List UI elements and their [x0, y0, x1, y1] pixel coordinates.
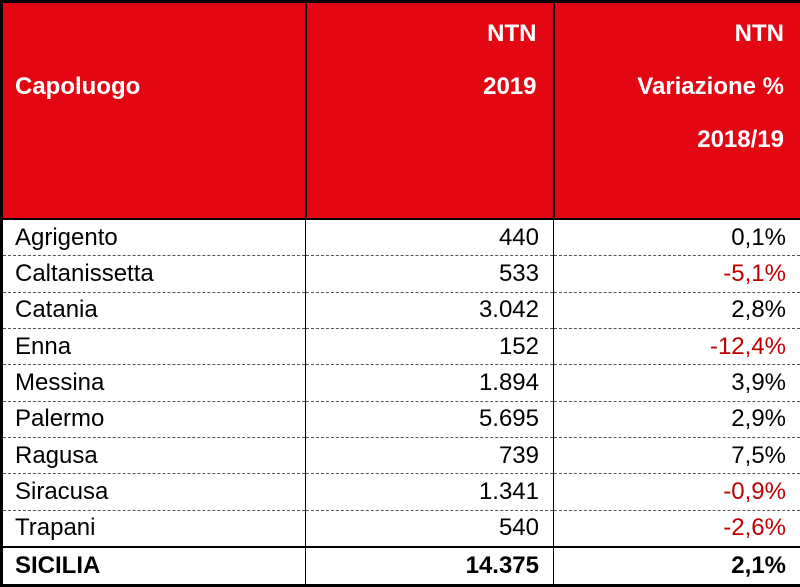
data-row: Ragusa 739 7,5%: [1, 437, 800, 475]
cell: Trapani: [1, 510, 306, 548]
cell: 533: [305, 255, 554, 293]
header-text: 2018/19: [697, 126, 784, 153]
cell: -2,6%: [553, 510, 800, 548]
data-row: Enna 152 -12,4%: [1, 328, 800, 366]
data-row: Catania 3.042 2,8%: [1, 292, 800, 330]
cell: 5.695: [305, 401, 554, 439]
cell: 3,9%: [553, 364, 800, 402]
cell: Caltanissetta: [1, 255, 306, 293]
cell: Catania: [1, 292, 306, 330]
cell: 0,1%: [553, 219, 800, 257]
cell: -5,1%: [553, 255, 800, 293]
cell: Siracusa: [1, 473, 306, 511]
cell: Enna: [1, 328, 306, 366]
header-text: Capoluogo: [15, 73, 141, 100]
cell: 540: [305, 510, 554, 548]
header-cell: Capoluogo: [0, 1, 307, 220]
header-text: NTN: [734, 20, 784, 47]
data-row: Messina 1.894 3,9%: [1, 364, 800, 402]
cell: Ragusa: [1, 437, 306, 475]
cell: 14.375: [305, 546, 554, 586]
header-row: Capoluogo NTN 2019 NTN Variazione % 2018/19: [0, 1, 800, 220]
header-text: 2019: [483, 73, 537, 100]
cell: Palermo: [1, 401, 306, 439]
header-cell: NTN 2019: [304, 1, 555, 220]
data-row: Agrigento 440 0,1%: [1, 219, 800, 257]
cell: -12,4%: [553, 328, 800, 366]
data-row: Palermo 5.695 2,9%: [1, 401, 800, 439]
cell: 3.042: [305, 292, 554, 330]
cell: Messina: [1, 364, 306, 402]
total-row: SICILIA 14.375 2,1%: [1, 546, 800, 586]
cell: 739: [305, 437, 554, 475]
header-cell: NTN Variazione % 2018/19: [552, 1, 800, 220]
data-row: Trapani 540 -2,6%: [1, 510, 800, 548]
cell: 7,5%: [553, 437, 800, 475]
cell: 440: [305, 219, 554, 257]
cell: SICILIA: [1, 546, 306, 586]
data-row: Caltanissetta 533 -5,1%: [1, 255, 800, 293]
cell: Agrigento: [1, 219, 306, 257]
cell: 1.341: [305, 473, 554, 511]
cell: 1.894: [305, 364, 554, 402]
cell: -0,9%: [553, 473, 800, 511]
header-text: Variazione %: [637, 73, 784, 100]
cell: 2,8%: [553, 292, 800, 330]
table-body: Agrigento 440 0,1% Caltanissetta 533 -5,1% Cat…: [1, 219, 800, 586]
data-row: Siracusa 1.341 -0,9%: [1, 473, 800, 511]
cell: 2,1%: [553, 546, 800, 586]
cell: 152: [305, 328, 554, 366]
header-text: NTN: [487, 20, 537, 47]
cell: 2,9%: [553, 401, 800, 439]
